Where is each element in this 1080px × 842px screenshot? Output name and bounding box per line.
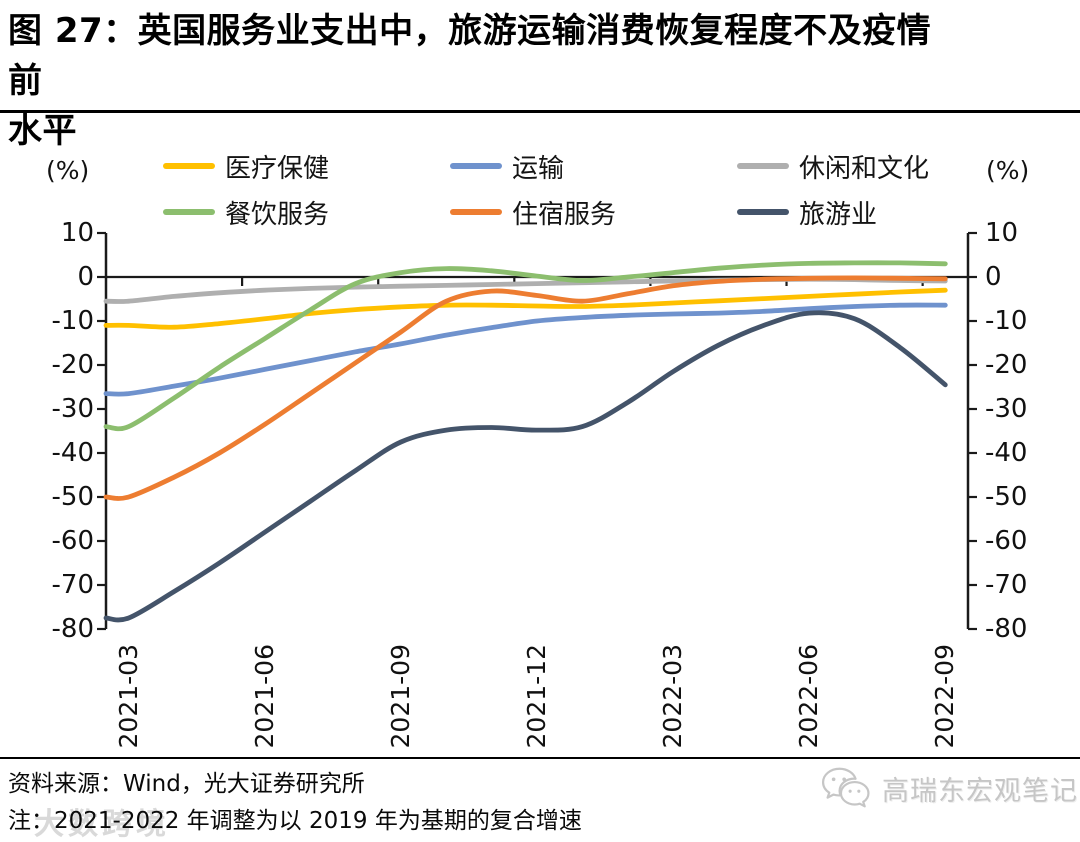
x-tick-label: 2021-03 (113, 644, 143, 749)
source-note: 资料来源：Wind，光大证券研究所 (8, 771, 365, 797)
legend-label: 医疗保健 (225, 153, 330, 184)
legend-label: 休闲和文化 (799, 153, 930, 184)
y-tick-label: -80 (51, 614, 94, 644)
y-tick-label: -70 (51, 570, 94, 600)
legend-label: 运输 (512, 153, 565, 184)
legend-swatch-catering (163, 209, 215, 215)
footnote: 注：2021-2022 年调整为以 2019 年为基期的复合增速 (8, 808, 582, 834)
legend-item-tourism: 旅游业 (737, 196, 878, 230)
y-axis-unit-left: (%) (46, 156, 90, 185)
y-tick-label: -30 (985, 394, 1028, 424)
legend-label: 餐饮服务 (225, 199, 330, 230)
x-tick-label: 2022-09 (930, 644, 960, 749)
watermark-right: 高瑞东宏观笔记 (818, 766, 1078, 810)
y-tick-label: -80 (985, 614, 1028, 644)
y-tick-label: -40 (985, 438, 1028, 468)
y-tick-label: -20 (51, 350, 94, 380)
y-tick-label: -60 (985, 526, 1028, 556)
figure-title: 图 27：英国服务业支出中，旅游运输消费恢复程度不及疫情前 水平 (8, 6, 953, 156)
x-tick-label: 2021-06 (249, 644, 279, 749)
x-tick-label: 2021-09 (385, 644, 415, 749)
wechat-icon (821, 767, 870, 808)
watermark-left: 大数跨境 (34, 807, 170, 842)
y-axis-unit-right: (%) (986, 156, 1030, 185)
legend-item-accommodation: 住宿服务 (450, 196, 617, 230)
legend-swatch-accommodation (450, 209, 502, 215)
y-tick-label: 0 (985, 262, 1002, 292)
y-tick-label: 0 (77, 262, 94, 292)
legend-label: 住宿服务 (512, 199, 617, 230)
y-tick-label: -60 (51, 526, 94, 556)
legend-item-healthcare: 医疗保健 (163, 150, 330, 184)
legend-swatch-healthcare (163, 163, 215, 169)
legend-item-transport: 运输 (450, 150, 565, 184)
y-tick-label: -10 (51, 306, 94, 336)
series-line-3 (103, 260, 948, 432)
legend-item-catering: 餐饮服务 (163, 196, 330, 230)
x-tick-label: 2021-12 (522, 644, 551, 749)
series-line-4 (103, 275, 948, 501)
y-tick-label: -30 (51, 394, 94, 424)
y-tick-label: -20 (985, 350, 1028, 380)
y-tick-label: -50 (51, 482, 94, 512)
watermark-right-text: 高瑞东宏观笔记 (882, 775, 1078, 807)
legend-item-leisure-culture: 休闲和文化 (737, 150, 930, 184)
title-line-1: 图 27：英国服务业支出中，旅游运输消费恢复程度不及疫情前 (8, 11, 932, 101)
x-tick-label: 2022-06 (794, 644, 824, 749)
legend-swatch-transport (450, 163, 502, 169)
y-tick-label: 10 (60, 218, 94, 248)
y-tick-label: -70 (985, 570, 1028, 600)
x-tick-label: 2022-03 (658, 644, 688, 749)
title-underline (0, 110, 1080, 113)
y-tick-label: 10 (985, 218, 1019, 248)
series-line-5 (103, 310, 948, 623)
y-tick-label: -40 (51, 438, 94, 468)
legend-swatch-leisure-culture (737, 163, 789, 169)
title-line-2: 水平 (8, 111, 77, 151)
legend-swatch-tourism (737, 209, 789, 215)
y-tick-label: -10 (985, 306, 1028, 336)
legend-label: 旅游业 (799, 199, 878, 230)
footer-divider (0, 757, 1080, 759)
y-tick-label: -50 (985, 482, 1028, 512)
series-line-1 (103, 302, 948, 397)
series-line-0 (103, 287, 948, 330)
